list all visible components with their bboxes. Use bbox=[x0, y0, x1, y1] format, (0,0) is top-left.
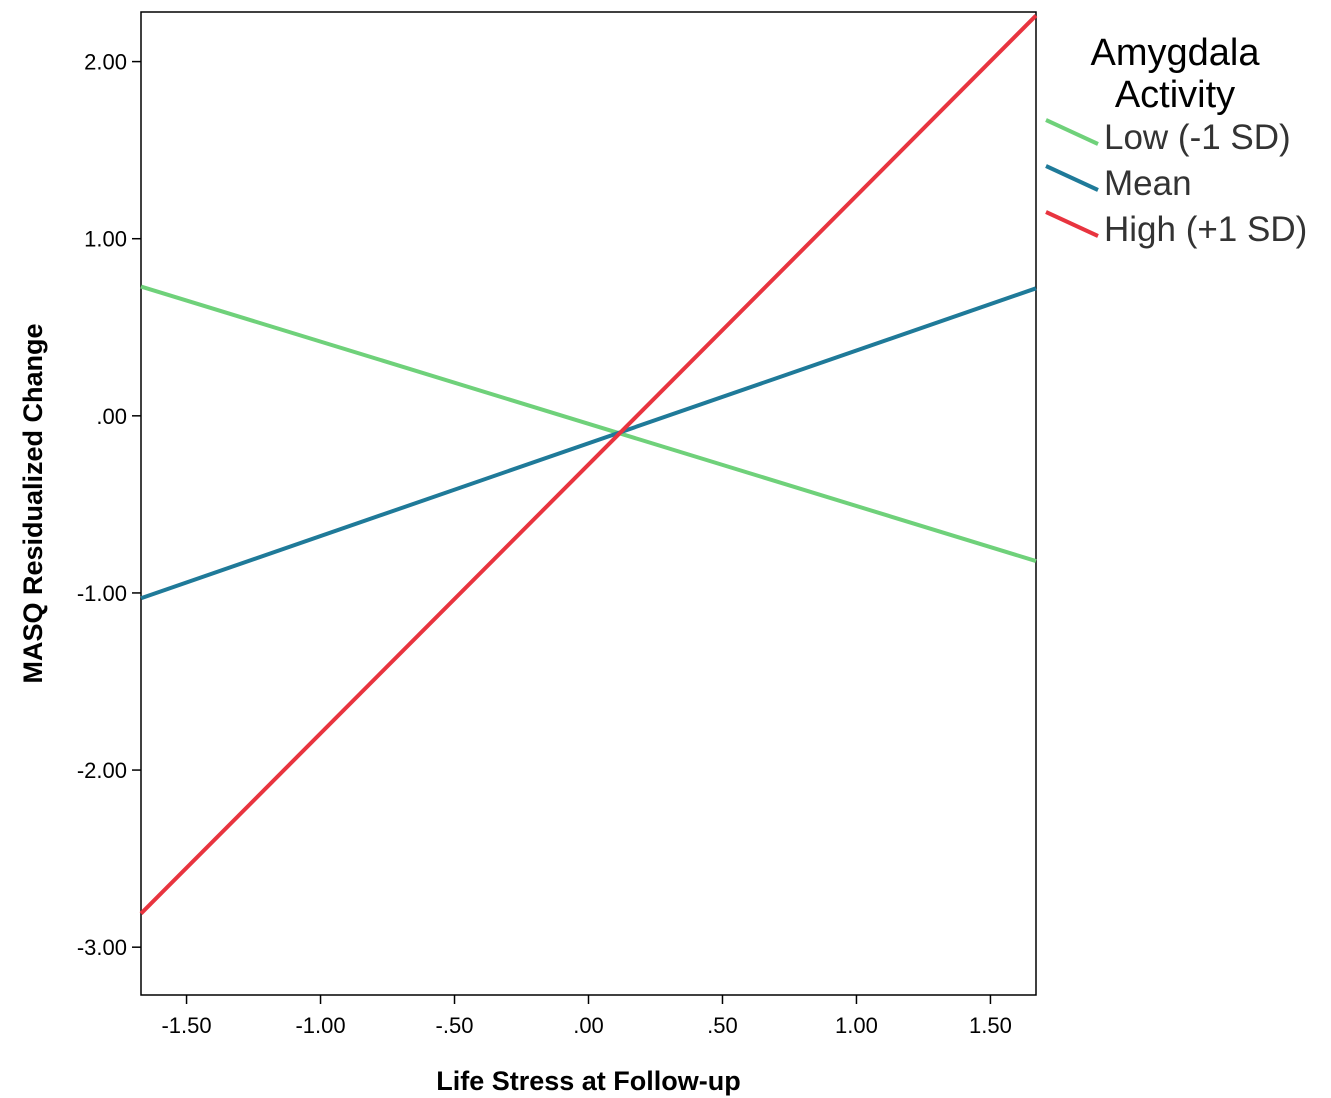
legend-swatch-0 bbox=[1045, 118, 1099, 146]
y-tick-label: 1.00 bbox=[84, 227, 127, 252]
legend-title-line-1: Amygdala bbox=[1091, 32, 1261, 74]
series-line-0 bbox=[140, 284, 1037, 563]
legend: Amygdala Activity Low (-1 SD) Mean High (+… bbox=[1045, 32, 1307, 249]
x-tick-label: 1.00 bbox=[835, 1013, 878, 1038]
y-axis: 2.00 1.00 .00 -1.00 -2.00 -3.00 bbox=[77, 50, 141, 960]
plot-area bbox=[139, 11, 1038, 996]
series-layer bbox=[139, 14, 1038, 915]
x-tick-label: -1.50 bbox=[161, 1013, 211, 1038]
legend-items: Low (-1 SD) Mean High (+1 SD) bbox=[1045, 118, 1307, 249]
plot-frame bbox=[140, 11, 1037, 996]
x-tick-label: .50 bbox=[707, 1013, 738, 1038]
x-axis-title: Life Stress at Follow-up bbox=[436, 1066, 741, 1096]
y-tick-label: 2.00 bbox=[84, 50, 127, 75]
x-axis: -1.50 -1.00 -.50 .00 .50 1.00 1.50 bbox=[161, 995, 1012, 1038]
x-tick-label: -1.00 bbox=[295, 1013, 345, 1038]
legend-title-line-2: Activity bbox=[1115, 74, 1235, 116]
y-tick-label: -2.00 bbox=[77, 758, 127, 783]
series-line-2 bbox=[139, 14, 1038, 915]
x-tick-label: -.50 bbox=[436, 1013, 474, 1038]
y-axis-title: MASQ Residualized Change bbox=[18, 323, 48, 683]
legend-label-2: High (+1 SD) bbox=[1104, 210, 1307, 249]
y-tick-label: -3.00 bbox=[77, 935, 127, 960]
y-tick-label: .00 bbox=[96, 404, 127, 429]
legend-label-0: Low (-1 SD) bbox=[1104, 118, 1291, 157]
series-line-1 bbox=[140, 286, 1037, 601]
legend-label-1: Mean bbox=[1104, 164, 1192, 203]
x-tick-label: 1.50 bbox=[969, 1013, 1012, 1038]
y-tick-label: -1.00 bbox=[77, 581, 127, 606]
legend-swatch-2 bbox=[1045, 210, 1099, 238]
x-tick-label: .00 bbox=[573, 1013, 604, 1038]
legend-swatch-1 bbox=[1045, 164, 1099, 192]
